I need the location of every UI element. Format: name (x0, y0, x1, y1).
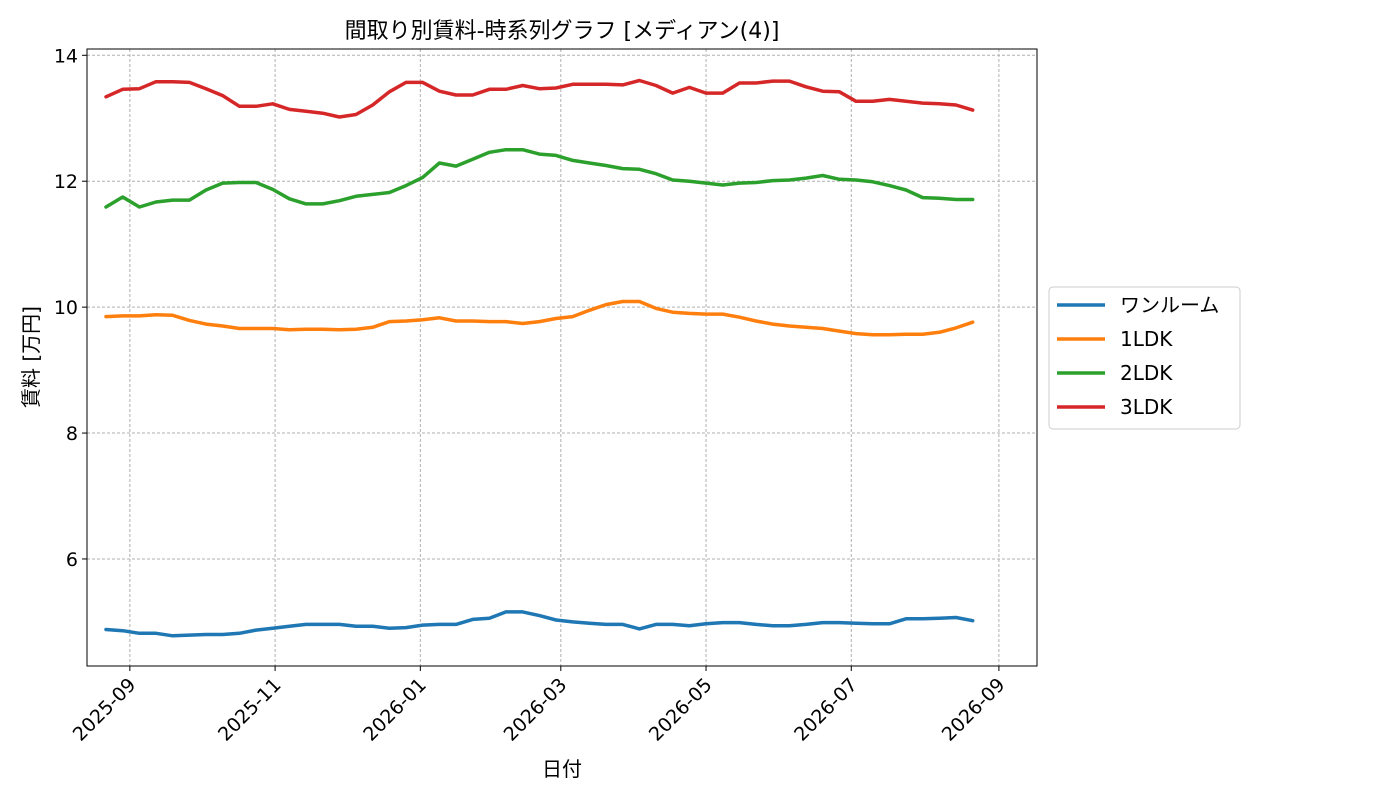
plot-frame (86, 48, 1038, 667)
y-tick-label: 8 (66, 423, 78, 445)
x-tick-label: 2026-01 (359, 674, 431, 746)
y-tick-label: 12 (54, 171, 78, 193)
series-line-2 (104, 147, 975, 209)
legend-label-3: 3LDK (1120, 395, 1173, 419)
x-axis-ticks: 2025-09 2025-11 2026-01 2026-03 2026-05 2026-… (69, 666, 1010, 746)
x-tick-label: 2026-07 (790, 674, 862, 746)
chart-title: 間取り別賃料-時系列グラフ [メディアン(4)] (345, 19, 780, 44)
x-tick-label: 2025-09 (69, 674, 141, 746)
y-tick-label: 6 (66, 549, 78, 571)
legend-box (1048, 286, 1241, 430)
legend-label-1: 1LDK (1120, 327, 1173, 351)
gridlines (87, 49, 1037, 666)
series-line-1 (104, 299, 975, 337)
legend-label-2: 2LDK (1120, 361, 1173, 385)
x-tick-label: 2026-09 (938, 674, 1010, 746)
y-axis-label: 賃料 [万円] (19, 306, 43, 408)
series-lines (104, 78, 975, 638)
series-line-3 (104, 78, 975, 119)
y-tick-label: 14 (54, 45, 78, 67)
x-tick-label: 2026-03 (500, 674, 572, 746)
x-tick-label: 2026-05 (645, 674, 717, 746)
series-line-0 (104, 610, 975, 638)
x-tick-label: 2025-11 (214, 674, 286, 746)
legend-label-0: ワンルーム (1120, 293, 1219, 317)
legend: ワンルーム 1LDK 2LDK 3LDK (1048, 286, 1241, 430)
y-axis-ticks: 6 8 10 12 14 (54, 45, 87, 571)
x-axis-label: 日付 (542, 757, 582, 781)
y-tick-label: 10 (54, 297, 78, 319)
